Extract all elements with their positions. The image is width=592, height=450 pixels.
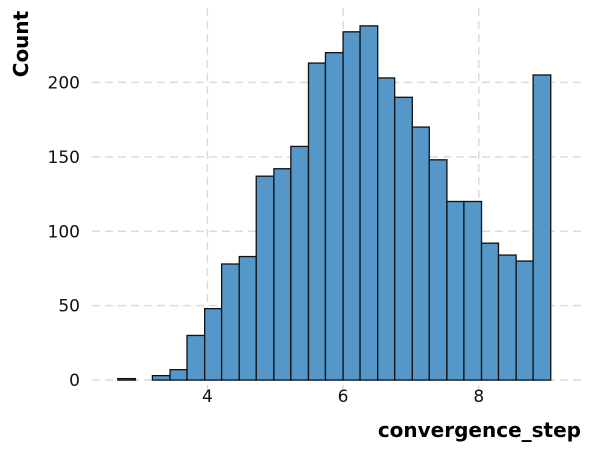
y-tick-label-150: 150 [48,148,80,168]
histogram-bar-11 [290,145,310,381]
histogram-bar-9 [255,175,275,381]
x-tick-label-8: 8 [473,387,484,407]
y-tick-label-200: 200 [48,73,80,93]
histogram-bar-13 [324,52,344,381]
histogram-bar-17 [394,96,413,381]
histogram-bar-18 [411,126,430,381]
y-tick-label-50: 50 [58,297,80,317]
x-tick-label-6: 6 [338,387,349,407]
y-tick-label-0: 0 [69,371,80,391]
histogram-bar-25 [532,74,552,381]
y-tick-labels: 0 50 100 150 200 [48,73,80,391]
histogram-bar-8 [238,255,257,381]
histogram-bar-20 [446,200,465,381]
histogram-bar-24 [515,260,534,381]
histogram-bar-4 [169,369,188,381]
histogram-bar-15 [359,25,379,381]
histogram-bar-21 [463,200,483,381]
histogram-bar-5 [186,334,206,381]
histogram-bar-14 [342,31,361,381]
histogram-bar-23 [497,254,517,381]
x-axis-title: convergence_step [378,418,581,442]
histogram-bar-1 [117,377,137,381]
y-tick-label-100: 100 [48,222,80,242]
histogram-bar-3 [151,374,171,381]
bars [117,25,552,381]
y-axis-title: Count [9,10,33,77]
x-tick-label-4: 4 [202,387,213,407]
histogram-bar-10 [273,168,292,381]
histogram-bar-22 [480,242,500,381]
histogram-bar-16 [377,77,396,381]
histogram-bar-19 [428,159,448,381]
histogram-bar-12 [307,62,327,381]
histogram-bar-6 [204,308,223,381]
x-tick-labels: 4 6 8 [202,387,484,407]
histogram-bar-7 [220,263,240,381]
